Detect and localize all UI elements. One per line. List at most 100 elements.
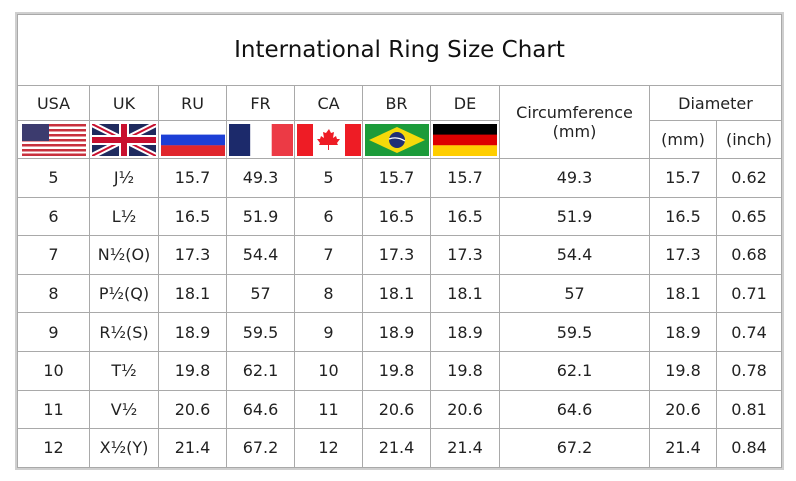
cell-ru: 19.8	[158, 350, 227, 391]
cell-diameter-inch: 0.81	[716, 389, 782, 430]
cell-de: 19.8	[430, 350, 500, 391]
cell-uk: N½(O)	[89, 235, 159, 275]
cell-diameter-inch: 0.74	[716, 312, 782, 352]
canada-flag-icon	[296, 123, 361, 156]
cell-diameter-inch: 0.62	[716, 158, 782, 198]
cell-diameter-inch: 0.84	[716, 428, 782, 468]
table-row: 10 T½ 19.8 62.1 10 19.8 19.8 62.1 19.8 0.78	[17, 350, 782, 391]
table-row: 6 L½ 16.5 51.9 6 16.5 16.5 51.9 16.5 0.65	[17, 196, 782, 237]
cell-diameter-mm: 19.8	[649, 350, 717, 391]
cell-de: 15.7	[430, 158, 500, 198]
table-row: 12 X½(Y) 21.4 67.2 12 21.4 21.4 67.2 21.4 0.84	[17, 428, 782, 468]
cell-diameter-inch: 0.68	[716, 235, 782, 275]
cell-br: 18.9	[362, 312, 431, 352]
cell-fr: 54.4	[226, 235, 295, 275]
cell-circumference-mm: 67.2	[499, 428, 650, 468]
header-usa: USA	[17, 85, 90, 121]
cell-fr: 67.2	[226, 428, 295, 468]
table-row: 8 P½(Q) 18.1 57 8 18.1 18.1 57 18.1 0.71	[17, 273, 782, 314]
cell-br: 16.5	[362, 196, 431, 237]
cell-uk: X½(Y)	[89, 428, 159, 468]
cell-uk: L½	[89, 196, 159, 237]
cell-diameter-mm: 21.4	[649, 428, 717, 468]
cell-circumference-mm: 51.9	[499, 196, 650, 237]
cell-fr: 64.6	[226, 389, 295, 430]
cell-ca: 9	[294, 312, 363, 352]
cell-ru: 21.4	[158, 428, 227, 468]
cell-uk: J½	[89, 158, 159, 198]
cell-ru: 18.9	[158, 312, 227, 352]
cell-br: 19.8	[362, 350, 431, 391]
usa-flag-icon	[21, 123, 86, 156]
cell-de: 20.6	[430, 389, 500, 430]
cell-circumference-mm: 49.3	[499, 158, 650, 198]
cell-br: 21.4	[362, 428, 431, 468]
cell-uk: P½(Q)	[89, 273, 159, 314]
cell-fr: 59.5	[226, 312, 295, 352]
canada-flag-cell	[294, 120, 363, 159]
brazil-flag-icon	[364, 123, 429, 156]
cell-br: 18.1	[362, 273, 431, 314]
cell-diameter-inch: 0.71	[716, 273, 782, 314]
cell-diameter-mm: 18.1	[649, 273, 717, 314]
cell-diameter-mm: 16.5	[649, 196, 717, 237]
uk-flag-icon	[92, 123, 156, 156]
cell-diameter-inch: 0.78	[716, 350, 782, 391]
uk-flag-cell	[89, 120, 159, 159]
cell-circumference-mm: 62.1	[499, 350, 650, 391]
table-row: 5 J½ 15.7 49.3 5 15.7 15.7 49.3 15.7 0.62	[17, 158, 782, 198]
russia-flag-icon	[160, 123, 225, 156]
cell-usa: 11	[17, 389, 90, 430]
cell-uk: R½(S)	[89, 312, 159, 352]
cell-de: 18.9	[430, 312, 500, 352]
cell-usa: 6	[17, 196, 90, 237]
cell-br: 17.3	[362, 235, 431, 275]
cell-circumference-mm: 57	[499, 273, 650, 314]
cell-ca: 5	[294, 158, 363, 198]
header-diameter: Diameter	[649, 85, 782, 121]
cell-ca: 12	[294, 428, 363, 468]
cell-usa: 10	[17, 350, 90, 391]
cell-usa: 5	[17, 158, 90, 198]
cell-circumference-mm: 64.6	[499, 389, 650, 430]
cell-fr: 57	[226, 273, 295, 314]
cell-ru: 17.3	[158, 235, 227, 275]
cell-de: 17.3	[430, 235, 500, 275]
cell-fr: 51.9	[226, 196, 295, 237]
cell-ca: 8	[294, 273, 363, 314]
cell-ru: 20.6	[158, 389, 227, 430]
cell-ru: 15.7	[158, 158, 227, 198]
germany-flag-cell	[430, 120, 500, 159]
cell-ru: 16.5	[158, 196, 227, 237]
russia-flag-cell	[158, 120, 227, 159]
ring-size-table: International Ring Size Chart USA UK RU …	[17, 14, 782, 468]
france-flag-cell	[226, 120, 295, 159]
cell-de: 21.4	[430, 428, 500, 468]
table-row: 9 R½(S) 18.9 59.5 9 18.9 18.9 59.5 18.9 0.74	[17, 312, 782, 352]
header-de: DE	[430, 85, 500, 121]
cell-de: 16.5	[430, 196, 500, 237]
cell-fr: 62.1	[226, 350, 295, 391]
table-row: 11 V½ 20.6 64.6 11 20.6 20.6 64.6 20.6 0.81	[17, 389, 782, 430]
chart-title: International Ring Size Chart	[17, 14, 782, 86]
cell-ru: 18.1	[158, 273, 227, 314]
header-ca: CA	[294, 85, 363, 121]
table-row: 7 N½(O) 17.3 54.4 7 17.3 17.3 54.4 17.3 0.68	[17, 235, 782, 275]
ring-size-table-frame: International Ring Size Chart USA UK RU …	[15, 12, 784, 470]
cell-ca: 10	[294, 350, 363, 391]
cell-circumference-mm: 54.4	[499, 235, 650, 275]
cell-de: 18.1	[430, 273, 500, 314]
cell-uk: V½	[89, 389, 159, 430]
france-flag-icon	[228, 123, 293, 156]
cell-diameter-mm: 18.9	[649, 312, 717, 352]
cell-usa: 8	[17, 273, 90, 314]
cell-usa: 12	[17, 428, 90, 468]
cell-br: 20.6	[362, 389, 431, 430]
cell-usa: 9	[17, 312, 90, 352]
cell-diameter-mm: 15.7	[649, 158, 717, 198]
cell-diameter-mm: 20.6	[649, 389, 717, 430]
germany-flag-icon	[433, 123, 497, 156]
cell-circumference-mm: 59.5	[499, 312, 650, 352]
header-circumference: Circumference (mm)	[499, 85, 650, 159]
cell-br: 15.7	[362, 158, 431, 198]
